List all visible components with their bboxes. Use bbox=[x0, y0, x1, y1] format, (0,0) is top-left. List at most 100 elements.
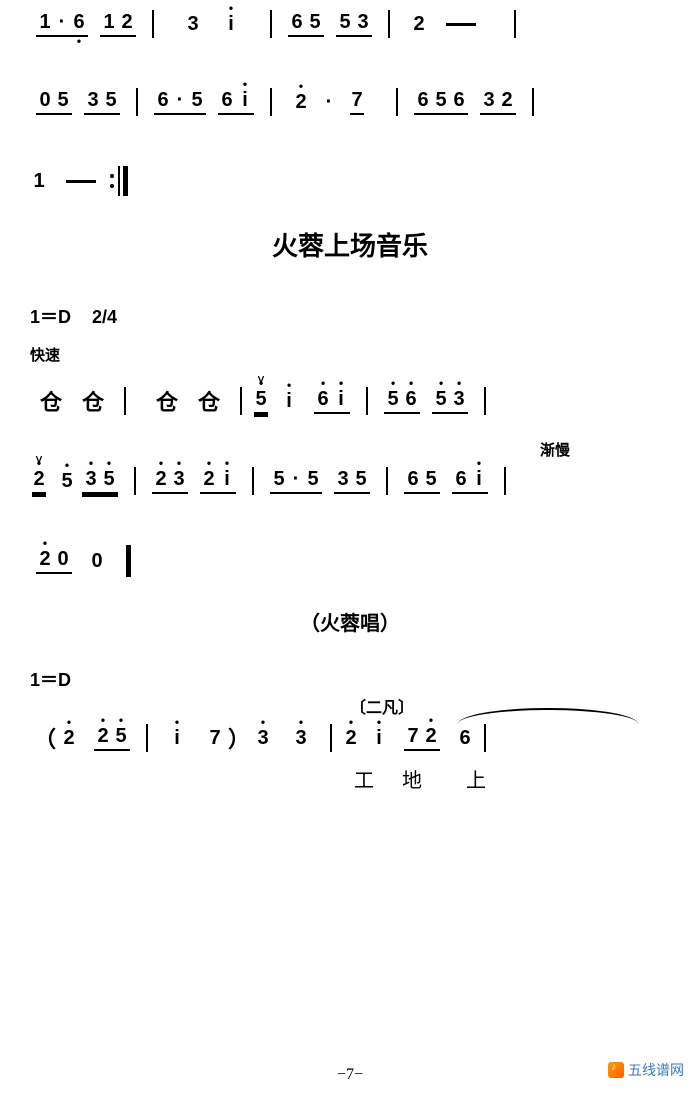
note: 6 bbox=[72, 11, 86, 34]
page-number: −7− bbox=[337, 1066, 363, 1084]
barline bbox=[532, 88, 534, 116]
barline bbox=[124, 387, 126, 415]
note: 2 bbox=[424, 725, 438, 748]
note: i bbox=[334, 388, 348, 411]
barline bbox=[484, 724, 486, 752]
note: 6 bbox=[156, 89, 170, 112]
barline bbox=[504, 467, 506, 495]
note: 2 bbox=[62, 727, 76, 750]
watermark: 五线谱网 bbox=[608, 1060, 684, 1080]
tempo-marking: 快速 bbox=[30, 344, 670, 365]
dot: · bbox=[173, 89, 187, 112]
note: 3 bbox=[356, 11, 370, 34]
note: 3 bbox=[336, 468, 350, 491]
note: 6 bbox=[290, 11, 304, 34]
note: 5 bbox=[56, 89, 70, 112]
note: 5 bbox=[306, 468, 320, 491]
note: i bbox=[282, 390, 296, 413]
note: 7 bbox=[406, 725, 420, 748]
note: i bbox=[224, 13, 238, 36]
music-line-s2-3: 20 0 bbox=[30, 545, 670, 577]
note: 2 bbox=[202, 468, 216, 491]
note: 3 bbox=[452, 388, 466, 411]
note: 5 bbox=[102, 468, 116, 491]
note: 6 bbox=[220, 89, 234, 112]
note: 5 bbox=[104, 89, 118, 112]
barline bbox=[514, 10, 516, 38]
slur bbox=[458, 708, 638, 724]
note: 1 bbox=[38, 11, 52, 34]
barline-final bbox=[126, 545, 131, 577]
music-sheet-page: 1·6 12 3 i 65 53 2 05 35 6·5 6i 2 · 7 65… bbox=[0, 0, 700, 843]
barline bbox=[366, 387, 368, 415]
note: 7 bbox=[208, 727, 222, 750]
percussion-text: 仓 bbox=[156, 385, 178, 417]
note: i bbox=[220, 468, 234, 491]
note: 5 bbox=[434, 89, 448, 112]
paren-close: ） bbox=[228, 722, 250, 754]
note: 2 bbox=[120, 11, 134, 34]
note: 5 bbox=[434, 388, 448, 411]
note: 0 bbox=[38, 89, 52, 112]
note: i bbox=[238, 89, 252, 112]
dash bbox=[446, 23, 476, 26]
lyrics-line: 工 地 上 bbox=[30, 764, 670, 793]
key: 1＝D bbox=[30, 307, 71, 327]
note: 5 bbox=[60, 470, 74, 493]
note: 6 bbox=[454, 468, 468, 491]
vocal-subtitle: （火蓉唱） bbox=[30, 607, 670, 636]
dot: · bbox=[55, 11, 69, 34]
music-line-s2-2: 2 5 35 23 2i 5·5 35 渐慢 65 6i bbox=[30, 467, 670, 495]
note: 3 bbox=[172, 468, 186, 491]
note: 5 bbox=[272, 468, 286, 491]
lyric-char: 上 bbox=[466, 764, 486, 793]
note: 0 bbox=[56, 548, 70, 571]
note: 5 bbox=[338, 11, 352, 34]
music-line-2: 05 35 6·5 6i 2 · 7 656 32 bbox=[30, 88, 670, 116]
note: 0 bbox=[90, 550, 104, 573]
lyric-char: 工 bbox=[354, 764, 374, 793]
note: 2 bbox=[96, 725, 110, 748]
percussion-text: 仓 bbox=[198, 385, 220, 417]
note: 5 bbox=[190, 89, 204, 112]
note: 3 bbox=[84, 468, 98, 491]
barline bbox=[396, 88, 398, 116]
dot: · bbox=[289, 468, 303, 491]
note: 2 bbox=[344, 727, 358, 750]
key-signature: 1＝D 2/4 bbox=[30, 303, 670, 329]
percussion-text: 仓 bbox=[40, 385, 62, 417]
note: 7 bbox=[350, 89, 364, 115]
note: 6 bbox=[316, 388, 330, 411]
note: i bbox=[472, 468, 486, 491]
note: 2 bbox=[412, 13, 426, 36]
note: 5 bbox=[424, 468, 438, 491]
barline bbox=[270, 10, 272, 38]
tempo-change: 渐慢 bbox=[540, 439, 570, 460]
barline bbox=[270, 88, 272, 116]
percussion-text: 仓 bbox=[82, 385, 104, 417]
barline bbox=[152, 10, 154, 38]
note: 5 bbox=[354, 468, 368, 491]
watermark-icon bbox=[608, 1062, 624, 1078]
note: 2 bbox=[500, 89, 514, 112]
music-line-3: 1 bbox=[30, 166, 670, 196]
note: 5 bbox=[114, 725, 128, 748]
watermark-text: 五线谱网 bbox=[628, 1060, 684, 1080]
time-signature: 2/4 bbox=[92, 307, 117, 327]
note: 3 bbox=[186, 13, 200, 36]
barline bbox=[146, 724, 148, 752]
barline bbox=[388, 10, 390, 38]
lyric-char: 地 bbox=[402, 764, 422, 793]
note: 2 bbox=[38, 548, 52, 571]
note: i bbox=[170, 727, 184, 750]
note: 6 bbox=[458, 727, 472, 750]
music-line-1: 1·6 12 3 i 65 53 2 bbox=[30, 10, 670, 38]
note: 3 bbox=[482, 89, 496, 112]
note: 3 bbox=[294, 727, 308, 750]
dot: · bbox=[322, 91, 336, 114]
note: 2 bbox=[32, 468, 46, 494]
mode-annotation: 〔二凡〕 bbox=[350, 694, 414, 718]
music-line-s3-1: 〔二凡〕 （ 2 25 i 7 ） 3 3 2 i 72 6 bbox=[30, 722, 670, 754]
note: 6 bbox=[404, 388, 418, 411]
note: 6 bbox=[406, 468, 420, 491]
